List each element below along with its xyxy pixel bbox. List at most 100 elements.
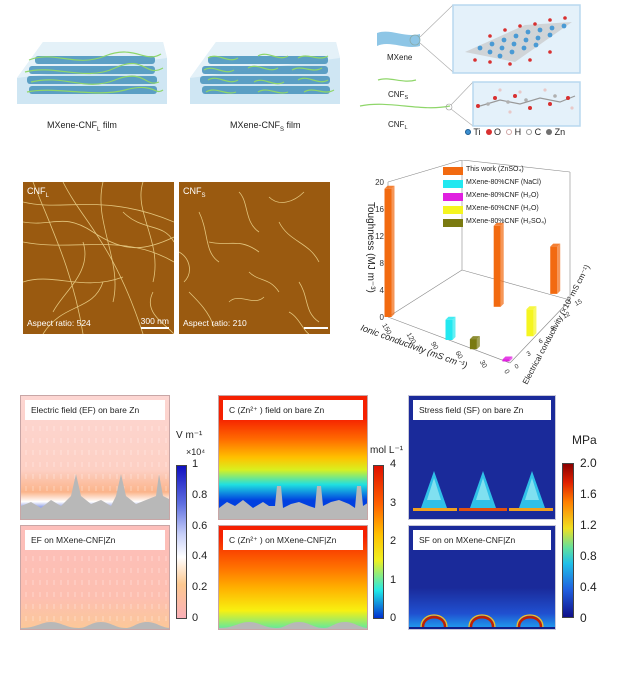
afm-cnfs-sub: S xyxy=(201,192,206,199)
bar-3d xyxy=(469,336,480,350)
ef-multiplier: ×10⁴ xyxy=(186,447,206,457)
scale-bar xyxy=(141,327,169,329)
cnfl-fiber-icon xyxy=(359,103,451,109)
z-axis-label: Toughness (MJ m⁻³) xyxy=(365,202,376,293)
z-tick-label: 4 xyxy=(380,286,385,295)
stress-mxene-title: SF on on MXene-CNF|Zn xyxy=(413,530,551,550)
ef-tick-label: 1 xyxy=(192,458,199,470)
mxene-lattice xyxy=(465,16,572,66)
film-l-caption-tail: film xyxy=(100,120,117,130)
x-tick-label: 0 xyxy=(502,369,510,376)
afm-cnfl-main: CNF xyxy=(27,186,46,196)
bars-group xyxy=(384,185,561,362)
bar-3d xyxy=(502,356,513,362)
ef-tick-label: 0.8 xyxy=(192,488,208,501)
chart-frame xyxy=(387,159,571,364)
legend-swatch xyxy=(443,167,463,175)
atom-legend-c: C xyxy=(526,127,541,137)
o-label: O xyxy=(494,127,502,137)
film-s-caption: MXene-CNFS film xyxy=(230,120,301,133)
legend-label: MXene-60%CNF (H₂O) xyxy=(466,205,539,212)
z-tick-label: 20 xyxy=(375,178,384,187)
atom-legend-h: H xyxy=(506,127,521,137)
stress-tick-label: 2.0 xyxy=(580,456,597,470)
legend-label: MXene-80%CNF (H₂O) xyxy=(466,192,539,199)
film-s-caption-main: MXene-CNF xyxy=(230,120,281,130)
z-tick-label: 16 xyxy=(375,205,384,214)
mxene-cnfs-film-illustration xyxy=(188,38,340,108)
y-tick-label: 9 xyxy=(550,325,557,333)
conc-tick-label: 2 xyxy=(390,535,397,547)
film-l-caption-main: MXene-CNF xyxy=(47,120,98,130)
atom-legend: Ti O H C Zn xyxy=(465,127,565,137)
z-tick-label: 0 xyxy=(380,313,385,322)
zn-smooth-surface-c xyxy=(219,622,367,629)
stress-bare-zn-panel: Stress field (SF) on bare Zn xyxy=(408,395,556,520)
conc-mxene-field xyxy=(219,622,367,629)
film-s-caption-tail: film xyxy=(284,120,301,130)
c-label: C xyxy=(534,127,542,137)
conc-tick-label: 4 xyxy=(390,458,397,470)
scale-bar-label: 300 nm xyxy=(140,316,169,326)
bar-3d xyxy=(550,243,561,294)
zn-dendrite-surface xyxy=(21,474,169,519)
stress-tick-label: 1.2 xyxy=(580,518,597,532)
stress-tick-label: 0.4 xyxy=(580,580,597,594)
y-tick-label: 15 xyxy=(574,298,584,308)
ef-tick-label: 0 xyxy=(192,612,199,624)
ef-mxene-field xyxy=(21,556,169,629)
conc-tick-label: 0 xyxy=(390,612,397,624)
ef-bare-zn-title: Electric field (EF) on bare Zn xyxy=(25,400,165,420)
atom-legend-zn: Zn xyxy=(546,127,565,137)
ef-mxene-panel: EF on MXene-CNF|Zn xyxy=(20,525,170,630)
x-tick-label: 60 xyxy=(453,350,463,360)
scale-bar-cnfs xyxy=(304,327,328,329)
stress-unit: MPa xyxy=(572,433,597,447)
ef-bare-zn-field xyxy=(21,426,169,519)
conc-unit: mol L⁻¹ xyxy=(370,445,404,456)
conc-mxene-title: C (Zn²⁺ ) on MXene-CNF|Zn xyxy=(223,530,363,550)
stress-dendrite-1 xyxy=(413,471,457,511)
film-s-caption-sub: S xyxy=(280,126,285,133)
legend-swatch xyxy=(443,206,463,214)
ef-mxene-title: EF on MXene-CNF|Zn xyxy=(25,530,165,550)
bar-3d xyxy=(526,306,537,337)
afm-label-cnfs: CNFS xyxy=(183,186,206,199)
stress-tick-label: 1.6 xyxy=(580,487,597,501)
mxene-label: MXene xyxy=(387,53,413,62)
conc-tick-label: 3 xyxy=(390,496,397,509)
x-axis-ticks: 150 120 90 60 30 0 xyxy=(380,323,510,376)
z-axis-ticks: 0 4 8 12 16 20 xyxy=(375,178,384,322)
zn-label: Zn xyxy=(554,127,566,137)
atom-legend-ti: Ti xyxy=(465,127,481,137)
legend-swatch xyxy=(443,219,463,227)
toughness-3d-chart: 0 4 8 12 16 20 150 120 90 60 30 0 0 3 6 9 12 15 Toughne… xyxy=(340,159,639,390)
zn-atom-icon xyxy=(546,129,553,135)
cellulose-chain xyxy=(476,88,576,114)
stress-tick-label: 0.8 xyxy=(580,549,597,563)
cnfs-fiber-icon xyxy=(377,78,417,82)
c-atom-icon xyxy=(526,129,533,135)
film-l-graphic xyxy=(17,42,167,104)
zn-dendrite-surface-c xyxy=(219,486,367,519)
afm-cnfl-sub: L xyxy=(45,192,49,199)
conc-colorbar xyxy=(373,465,384,619)
film-l-caption-sub: L xyxy=(97,126,101,133)
stress-dendrite-2 xyxy=(459,471,507,511)
stress-colorbar xyxy=(562,463,574,618)
afm-cnfs-main: CNF xyxy=(183,186,202,196)
legend-label: MXene-80%CNF (NaCl) xyxy=(466,179,542,186)
molecular-schematic: MXene CNFS CNFL Ti O H C Zn xyxy=(350,0,639,150)
h-atom-icon xyxy=(506,129,513,135)
x-tick-label: 30 xyxy=(478,359,488,369)
conc-bare-zn-title: C (Zn²⁺ ) field on bare Zn xyxy=(223,400,363,420)
stress-arc-1 xyxy=(421,616,447,628)
o-atom-icon xyxy=(485,129,492,135)
conc-tick-label: 1 xyxy=(390,573,397,586)
y-tick-label: 0 xyxy=(514,363,521,371)
ef-bare-zn-panel: Electric field (EF) on bare Zn xyxy=(20,395,170,520)
aspect-ratio-cnfs: Aspect ratio: 210 xyxy=(183,318,247,328)
ef-tick-label: 0.2 xyxy=(192,581,208,594)
bar-3d xyxy=(445,316,456,340)
stress-tick-label: 0 xyxy=(580,611,587,625)
